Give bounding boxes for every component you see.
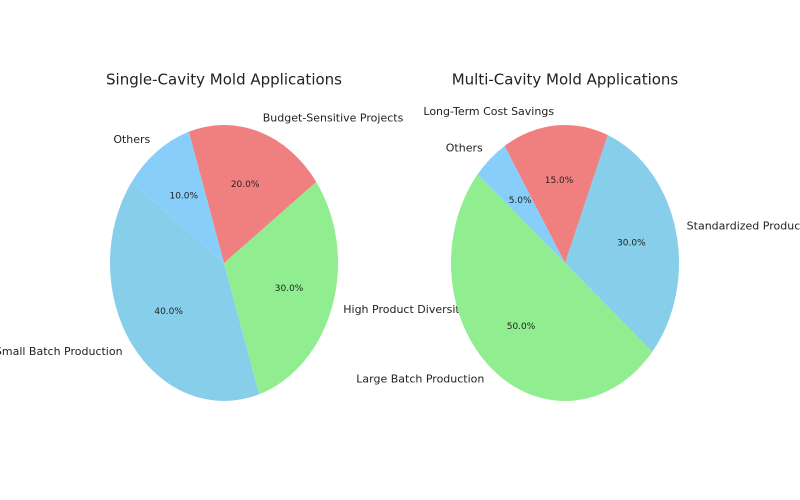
pct-label: 10.0% — [169, 192, 198, 202]
pct-label: 5.0% — [509, 196, 532, 206]
slice-label: Budget-Sensitive Projects — [263, 112, 404, 125]
pie-slice — [110, 181, 260, 401]
pie-slice — [224, 181, 338, 395]
slice-label: Large Batch Production — [356, 372, 484, 385]
slice-label: Others — [113, 133, 150, 146]
pie-slice — [477, 145, 565, 263]
pct-label: 20.0% — [231, 180, 260, 190]
slice-label: High Product Diversity — [343, 303, 466, 316]
pct-label: 30.0% — [275, 284, 304, 294]
pie-slice — [565, 135, 679, 352]
pct-label: 15.0% — [545, 176, 574, 186]
pie-slice — [504, 124, 608, 263]
slice-label: Long-Term Cost Savings — [423, 105, 554, 118]
slice-label: Small Batch Production — [0, 345, 123, 358]
slice-label: Standardized Products — [687, 219, 800, 232]
pct-label: 40.0% — [154, 307, 183, 317]
chart-title: Single-Cavity Mold Applications — [106, 71, 342, 89]
chart-title: Multi-Cavity Mold Applications — [452, 71, 679, 89]
pie-slice — [451, 174, 653, 401]
slice-label: Others — [446, 141, 483, 154]
pct-label: 50.0% — [507, 322, 536, 332]
pct-label: 30.0% — [617, 238, 646, 248]
pie-slice — [131, 131, 224, 263]
pie-slice — [188, 125, 317, 264]
